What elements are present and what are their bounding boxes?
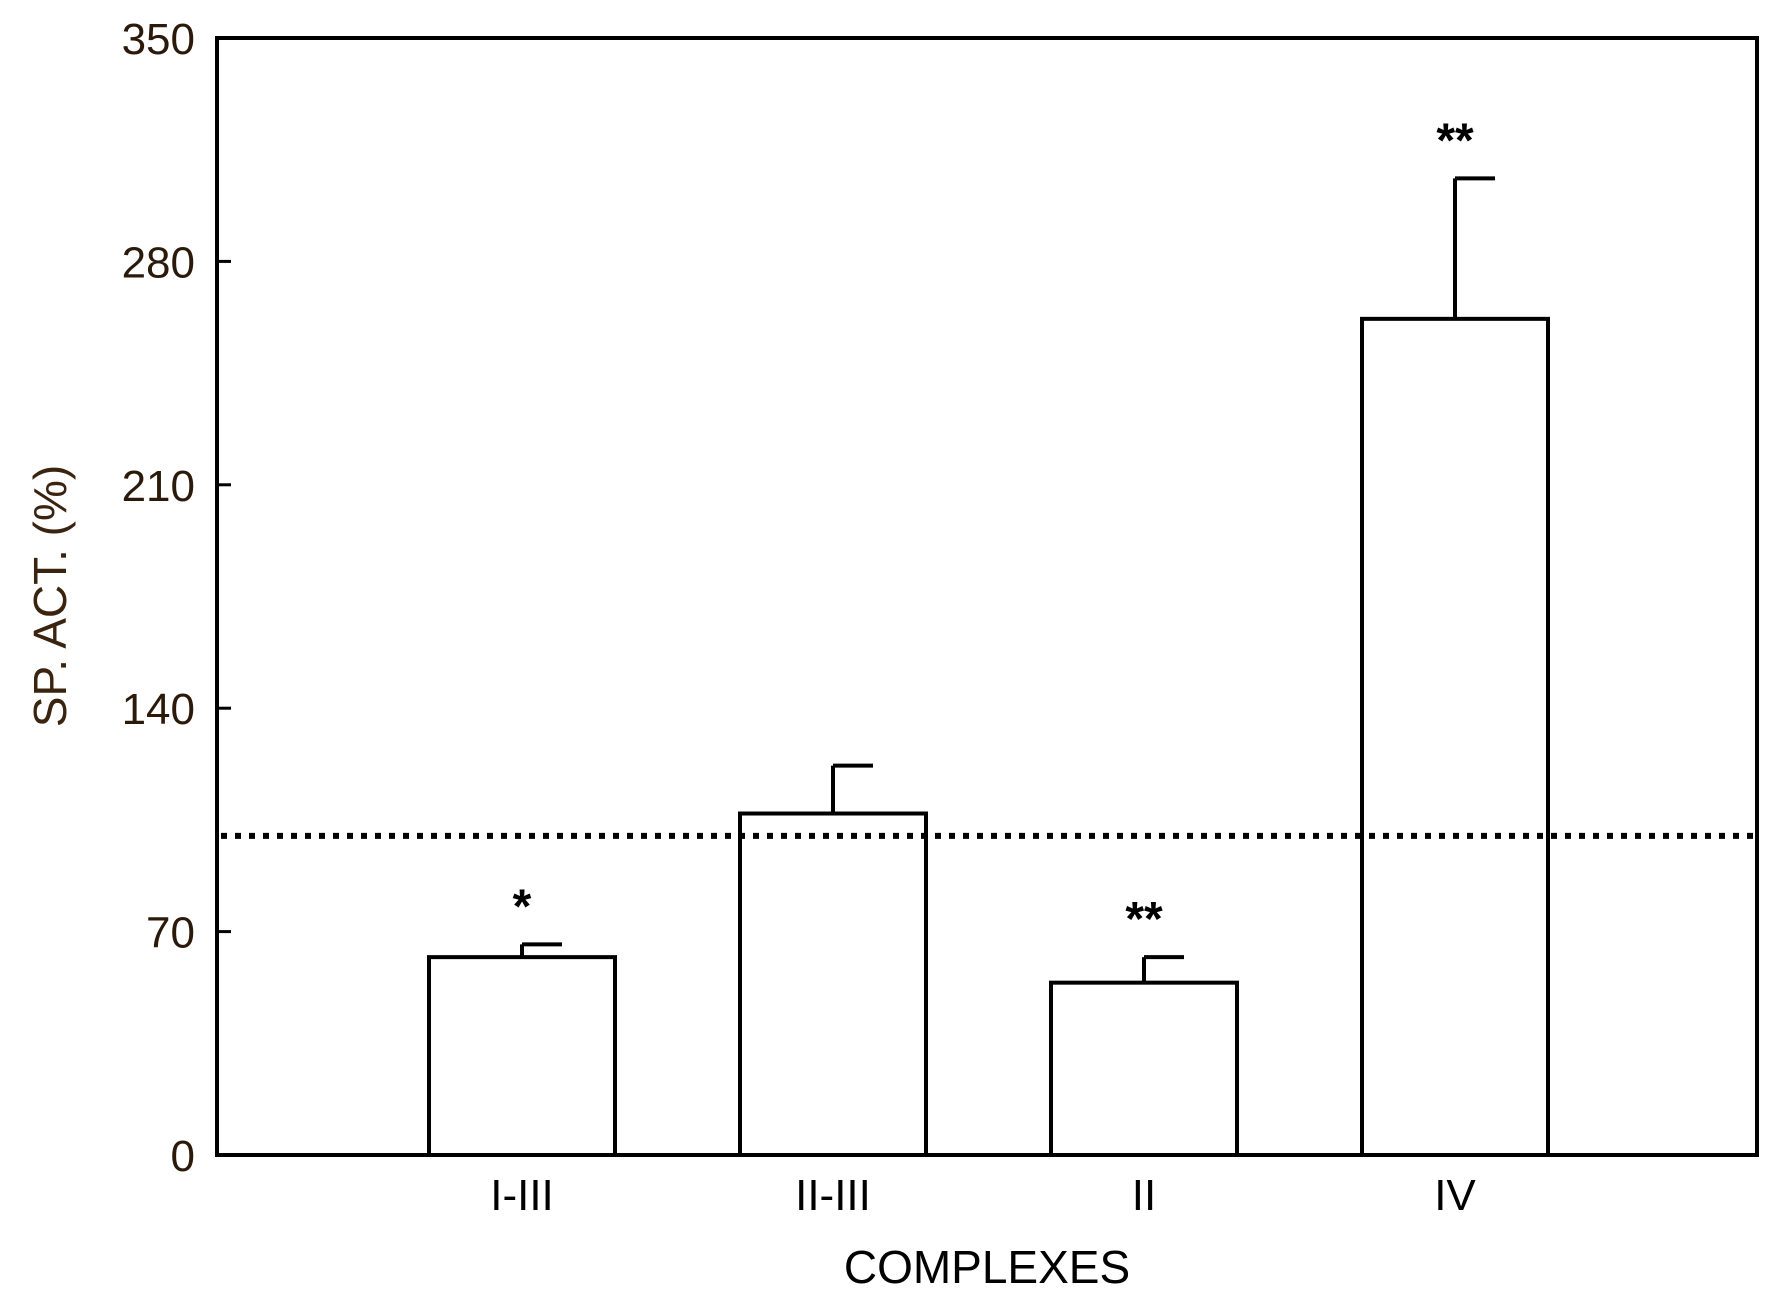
significance-mark: ** [1436, 114, 1474, 167]
significance-mark: ** [1125, 893, 1163, 946]
bars-group: * **** [427, 114, 1550, 1157]
y-axis-label: SP. ACT. (%) [24, 465, 76, 727]
x-tick-label: I-III [490, 1171, 554, 1220]
y-axis-ticks: 0 70 140 210 280 350 [122, 15, 231, 1181]
x-axis-ticks: I-III II-III II IV [490, 1171, 1476, 1220]
y-tick-label: 140 [122, 685, 195, 734]
y-tick-label: 70 [146, 909, 195, 958]
bar-ii [1049, 980, 1239, 1157]
y-tick-label: 0 [171, 1132, 195, 1181]
x-tick-label: II [1132, 1171, 1156, 1220]
x-tick-label: IV [1434, 1171, 1476, 1220]
significance-mark: * [513, 880, 532, 933]
y-tick-label: 350 [122, 15, 195, 64]
bar-ii-iii [738, 811, 928, 1157]
x-axis-label: COMPLEXES [844, 1241, 1130, 1293]
plot-frame [215, 36, 1759, 1157]
y-tick-label: 210 [122, 462, 195, 511]
bar-i-iii [427, 955, 617, 1157]
y-tick-label: 280 [122, 238, 195, 287]
x-tick-label: II-III [795, 1171, 871, 1220]
bar-iv [1360, 316, 1550, 1157]
